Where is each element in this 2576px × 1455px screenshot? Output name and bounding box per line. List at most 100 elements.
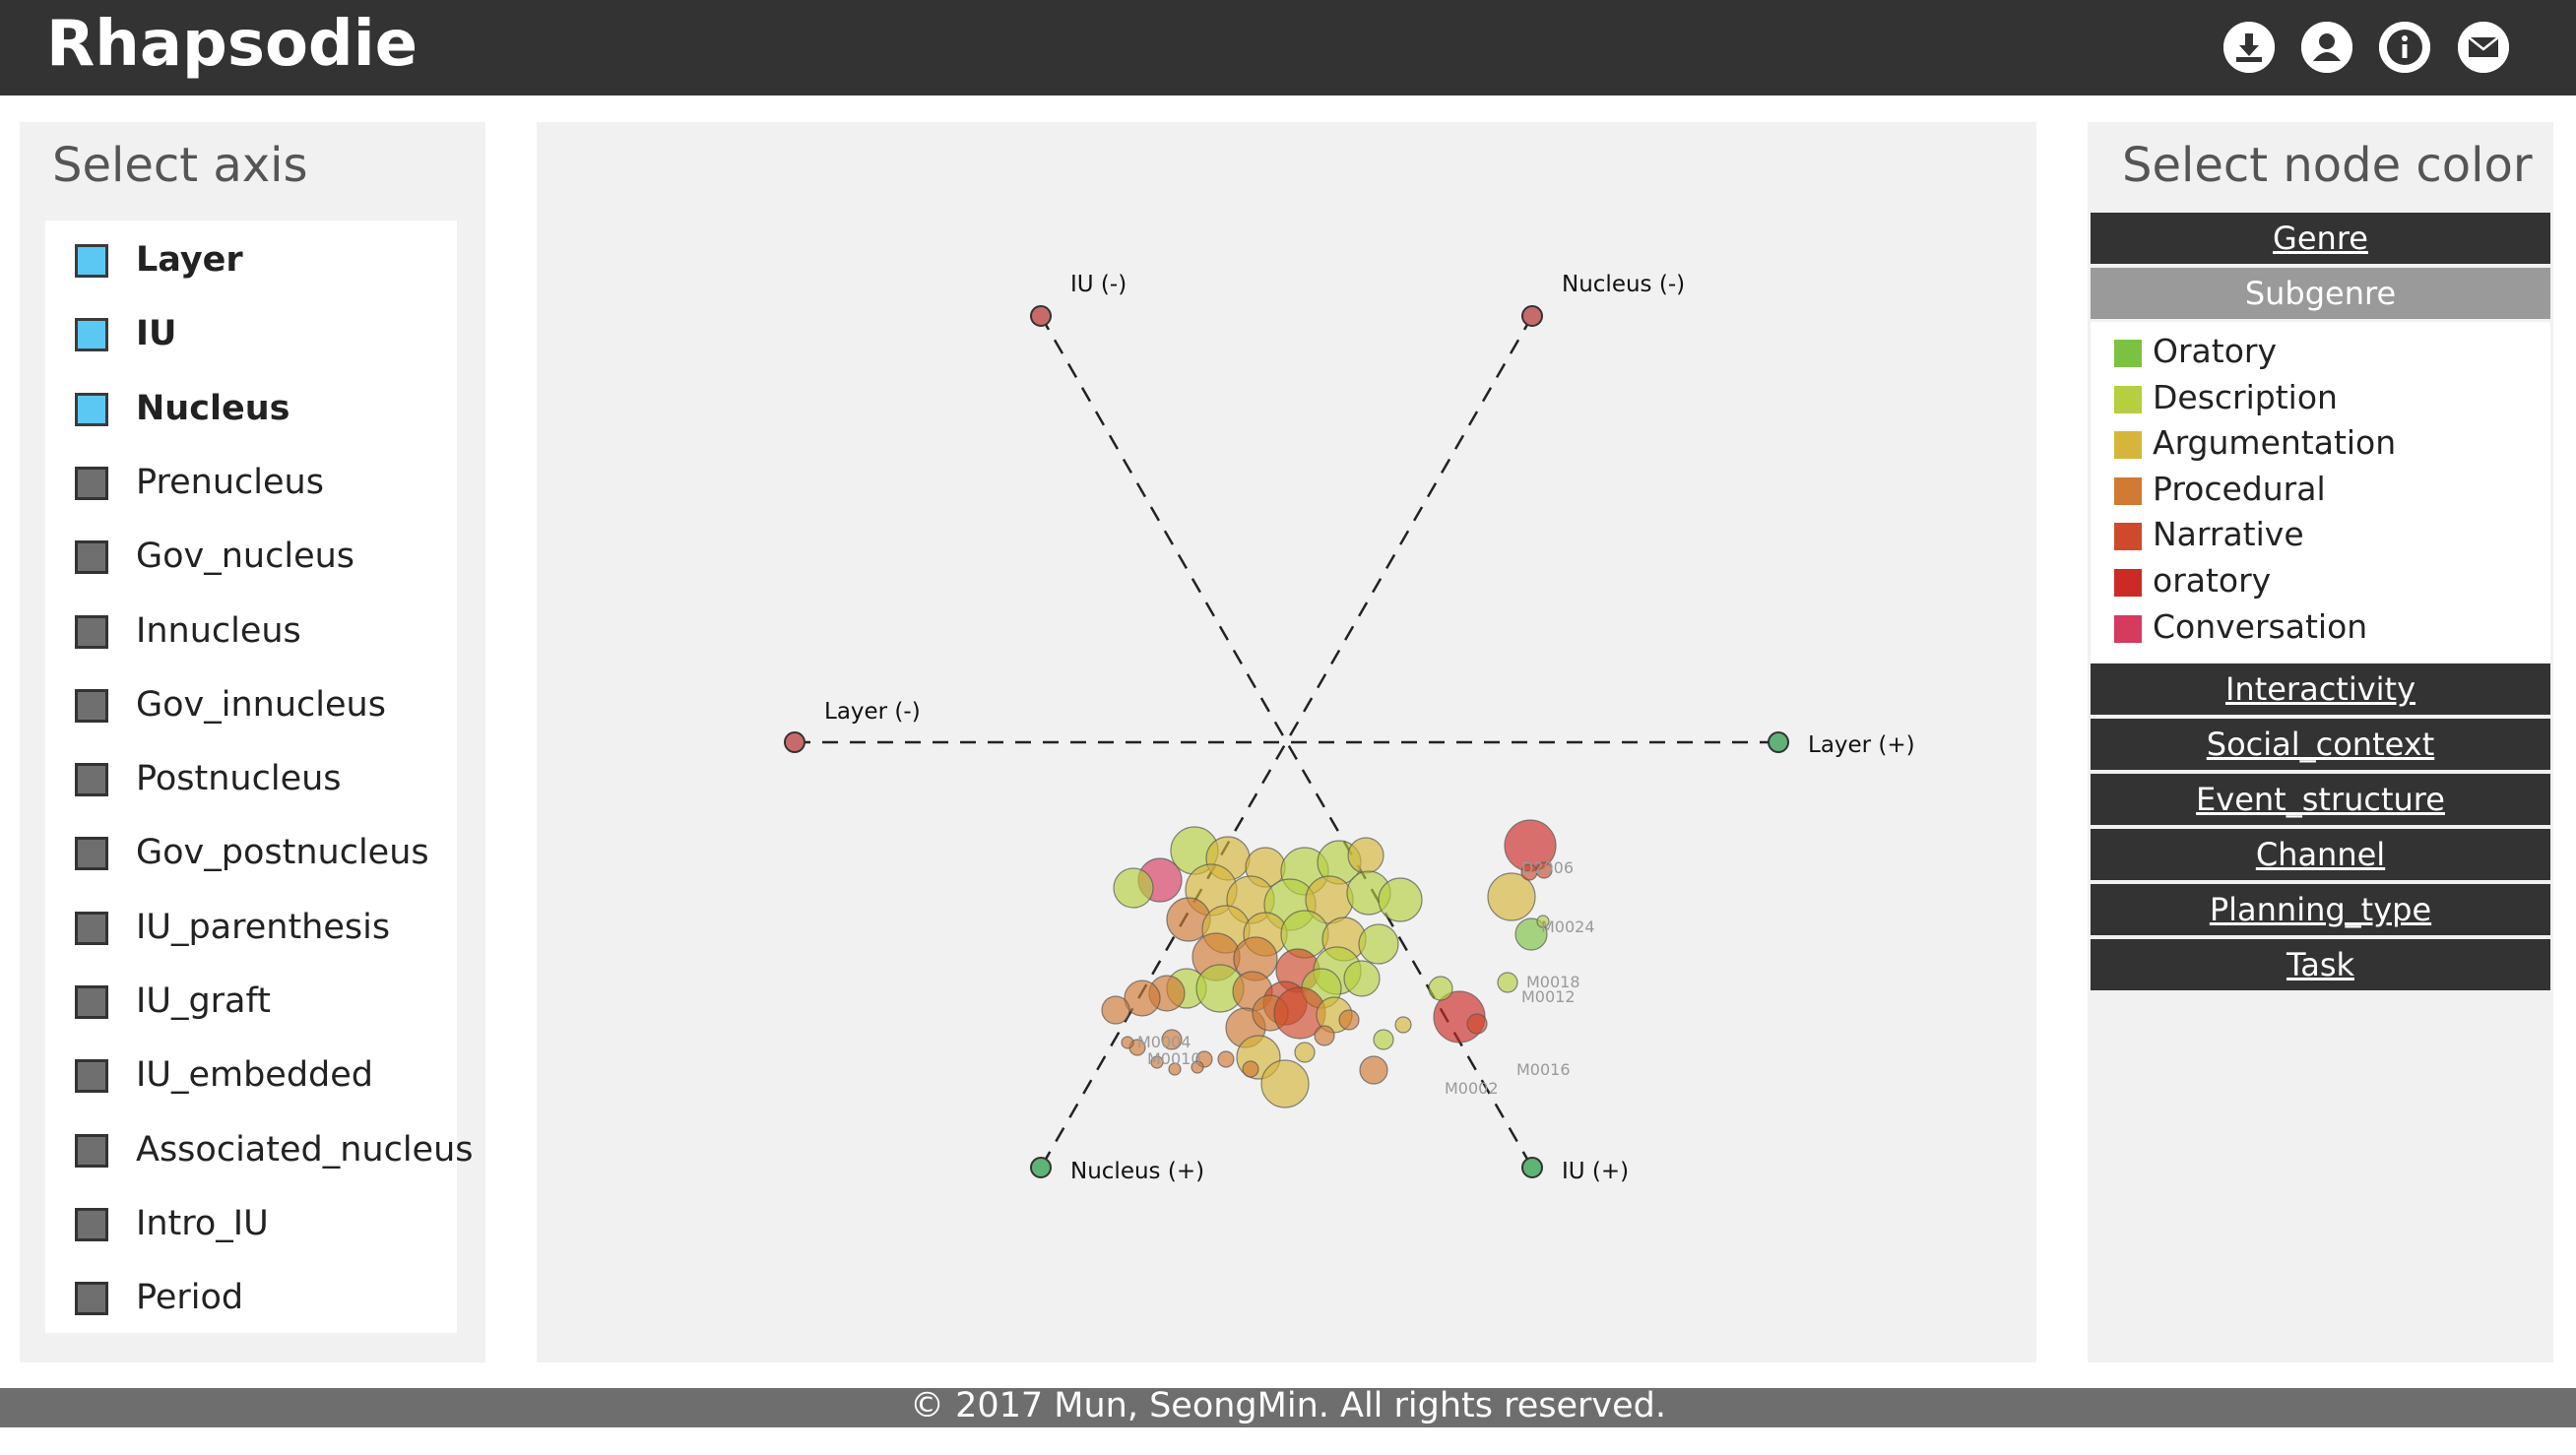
category-genre-button[interactable]: Genre [2091,213,2550,264]
category-subgenre-button[interactable]: Subgenre [2091,268,2550,319]
axis-option-gov-postnucleus[interactable]: Gov_postnucleus [45,825,457,884]
axis-option-nucleus[interactable]: Nucleus [45,381,457,440]
axis-endpoint-marker[interactable] [784,731,805,753]
data-node[interactable] [1260,1059,1310,1108]
download-icon[interactable] [2223,22,2275,73]
data-node[interactable] [1217,1050,1235,1068]
data-node[interactable] [1101,995,1130,1025]
axis-option-prenucleus[interactable]: Prenucleus [45,455,457,514]
node-label: D2006 [1521,858,1574,877]
data-node[interactable] [1150,1055,1164,1069]
data-node[interactable] [1378,877,1423,922]
data-node[interactable] [1497,972,1518,993]
data-node[interactable] [1343,960,1381,997]
data-node[interactable] [1113,867,1154,909]
axis-checkbox[interactable] [75,614,108,649]
data-node[interactable] [1294,1042,1316,1063]
node-label: M0018 [1526,973,1580,991]
info-icon[interactable] [2379,22,2430,73]
node-label: M0012 [1521,987,1576,1006]
axis-checkbox[interactable] [75,540,108,575]
category-social-context-button[interactable]: Social_context [2091,719,2550,770]
data-node[interactable] [1191,1060,1204,1074]
axis-endpoint-marker[interactable] [1521,1157,1543,1178]
axis-option-innucleus[interactable]: Innucleus [45,603,457,663]
axis-endpoint-marker[interactable] [1030,1157,1052,1178]
axis-option-iu-graft[interactable]: IU_graft [45,974,457,1033]
axis-option-label: IU_parenthesis [136,907,391,947]
axis-option-label: Postnucleus [136,759,342,799]
data-node[interactable] [1536,915,1550,928]
data-node[interactable] [1314,1025,1335,1046]
axis-checkbox[interactable] [75,1133,108,1168]
axis-checkbox[interactable] [75,318,108,352]
data-node[interactable] [1338,1009,1360,1031]
data-node[interactable] [1124,980,1161,1017]
axis-checkbox[interactable] [75,688,108,723]
data-node[interactable] [1466,1013,1488,1035]
data-node[interactable] [1347,837,1385,874]
data-node[interactable] [1373,1029,1394,1050]
category-interactivity-button[interactable]: Interactivity [2091,664,2550,715]
data-node[interactable] [1359,1055,1388,1085]
axis-checkbox[interactable] [75,466,108,500]
axis-option-label: Period [136,1278,244,1318]
axis-endpoint-label: IU (+) [1562,1159,1629,1184]
legend-item-description: Description [2091,374,2550,419]
axis-option-label: IU [136,314,177,354]
data-node[interactable] [1535,861,1553,879]
axis-option-associated-nucleus[interactable]: Associated_nucleus [45,1122,474,1181]
axis-checkbox[interactable] [75,837,108,871]
axis-option-gov-innucleus[interactable]: Gov_innucleus [45,677,457,736]
data-node[interactable] [1358,923,1399,965]
axis-option-iu[interactable]: IU [45,306,457,365]
axis-endpoint-marker[interactable] [1768,731,1789,753]
user-icon[interactable] [2301,22,2352,73]
data-node[interactable] [1242,1060,1259,1078]
legend-label: Narrative [2153,515,2304,554]
legend-item-oratory: Oratory [2091,328,2550,373]
axis-option-iu-parenthesis[interactable]: IU_parenthesis [45,900,457,959]
chart-panel: D2006 M0016 M0018 M0024 M0012 M0002 M0004 M0010… [537,122,2036,1362]
node-label: M0016 [1516,1060,1571,1079]
axis-endpoint-marker[interactable] [1521,305,1543,327]
legend-swatch [2114,614,2142,643]
axis-option-layer[interactable]: Layer [45,232,457,291]
mail-icon[interactable] [2458,22,2509,73]
axis-checkbox[interactable] [75,1282,108,1316]
data-node[interactable] [1161,1029,1183,1050]
axis-checkbox[interactable] [75,985,108,1019]
axis-option-label: Associated_nucleus [136,1129,474,1170]
axis-endpoint-marker[interactable] [1030,305,1052,327]
axis-option-iu-embedded[interactable]: IU_embedded [45,1047,457,1107]
data-node[interactable] [1428,976,1453,1001]
legend-label: oratory [2153,561,2272,600]
axis-option-period[interactable]: Period [45,1270,457,1329]
axis-option-label: Prenucleus [136,462,324,502]
data-node[interactable] [1168,1062,1182,1076]
axis-checkbox[interactable] [75,911,108,945]
axis-option-label: Intro_IU [136,1203,269,1243]
data-node[interactable] [1121,1036,1134,1049]
axis-checkbox[interactable] [75,763,108,797]
axis-checkbox[interactable] [75,1207,108,1241]
axis-option-label: Layer [136,240,243,280]
data-node[interactable] [1394,1016,1412,1034]
axis-checkbox[interactable] [75,392,108,426]
axis-checkbox[interactable] [75,244,108,278]
category-event-structure-button[interactable]: Event_structure [2091,774,2550,825]
axis-scatter-chart[interactable]: D2006 M0016 M0018 M0024 M0012 M0002 M0004M0010… [537,122,2036,1362]
category-task-button[interactable]: Task [2091,939,2550,990]
legend-item-procedural: Procedural [2091,466,2550,511]
axis-endpoint-label: Layer (-) [824,699,921,725]
axis-checkbox[interactable] [75,1059,108,1094]
data-node[interactable] [1487,872,1536,921]
category-planning-type-button[interactable]: Planning_type [2091,884,2550,935]
category-channel-button[interactable]: Channel [2091,829,2550,880]
axis-option-gov-nucleus[interactable]: Gov_nucleus [45,529,457,588]
app-title: Rhapsodie [46,8,419,81]
legend-item-oratory: oratory [2091,557,2550,602]
axis-option-intro-iu[interactable]: Intro_IU [45,1196,457,1255]
axis-option-postnucleus[interactable]: Postnucleus [45,751,457,810]
legend-label: Description [2153,377,2338,416]
